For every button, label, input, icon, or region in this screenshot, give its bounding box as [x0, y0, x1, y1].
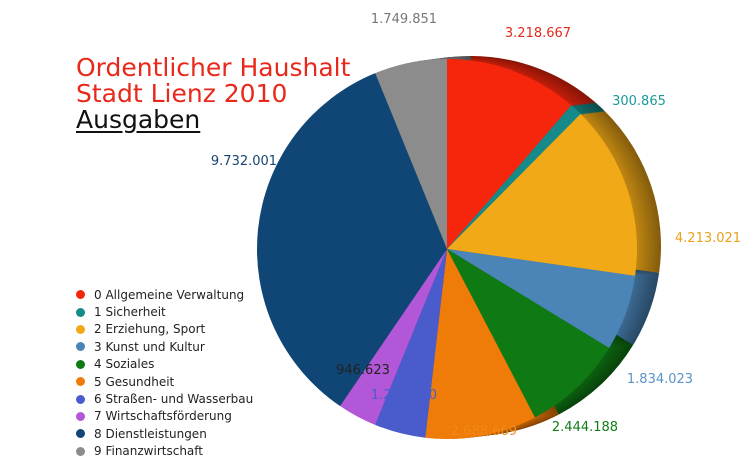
pie-slice-0 [447, 59, 572, 249]
legend-label-1: 1 Sicherheit [94, 305, 166, 320]
legend-swatch-3 [76, 342, 85, 352]
legend-item-7: 7 Wirtschaftsförderung [76, 408, 253, 425]
pie-slice-8 [257, 73, 447, 407]
legend-label-8: 8 Dienstleistungen [94, 426, 207, 441]
chart-title-line-1: Ordentlicher Haushalt [76, 53, 351, 82]
legend-label-6: 6 Straßen- und Wasserbau [94, 392, 254, 407]
pie-slice-2 [447, 113, 638, 276]
slice-value-label-3: 1.834.023 [627, 372, 693, 387]
slice-value-label-6: 1.236.450 [371, 388, 437, 403]
legend-label-3: 3 Kunst und Kultur [94, 339, 205, 354]
legend-swatch-1 [76, 307, 85, 317]
legend-swatch-8 [76, 429, 85, 439]
legend-label-4: 4 Soziales [94, 357, 155, 372]
legend-swatch-4 [76, 359, 85, 369]
legend-label-2: 2 Erziehung, Sport [94, 322, 206, 337]
legend-item-9: 9 Finanzwirtschaft [76, 443, 253, 460]
chart-subtitle: Ausgaben [76, 105, 201, 134]
pie-slice-5 [425, 249, 535, 439]
slice-value-label-2: 4.213.021 [675, 231, 741, 246]
legend-item-4: 4 Soziales [76, 356, 253, 373]
legend-label-9: 9 Finanzwirtschaft [94, 444, 203, 459]
slice-value-label-1: 300.865 [612, 94, 666, 109]
legend-item-0: 0 Allgemeine Verwaltung [76, 286, 253, 303]
legend-label-7: 7 Wirtschaftsförderung [94, 409, 232, 424]
chart-legend: 0 Allgemeine Verwaltung 1 Sicherheit 2 Erz… [76, 286, 253, 460]
legend-swatch-6 [76, 394, 85, 404]
legend-item-2: 2 Erziehung, Sport [76, 321, 253, 338]
chart-title-line-2: Stadt Lienz 2010 [76, 79, 288, 108]
pie-slice-4 [447, 249, 610, 418]
legend-item-1: 1 Sicherheit [76, 303, 253, 320]
slice-value-label-4: 2.444.188 [552, 420, 618, 435]
legend-swatch-5 [76, 377, 85, 387]
legend-item-5: 5 Gesundheit [76, 373, 253, 390]
slice-value-label-8: 9.732.001 [211, 154, 277, 169]
slice-value-label-0: 3.218.667 [505, 26, 571, 41]
slice-value-label-9: 1.749.851 [371, 12, 437, 27]
pie-slice-6 [375, 249, 447, 438]
legend-label-0: 0 Allgemeine Verwaltung [94, 287, 245, 302]
pie-slice-9 [375, 59, 447, 249]
slice-value-label-7: 946.623 [336, 363, 390, 378]
pie-slice-1 [447, 105, 581, 249]
legend-swatch-0 [76, 290, 85, 300]
legend-swatch-2 [76, 324, 85, 334]
legend-label-5: 5 Gesundheit [94, 374, 175, 389]
pie-slice-3 [447, 249, 636, 349]
legend-item-6: 6 Straßen- und Wasserbau [76, 390, 253, 407]
legend-item-8: 8 Dienstleistungen [76, 425, 253, 442]
slice-value-label-5: 2.688.669 [451, 424, 517, 439]
pie-slice-7 [340, 249, 447, 425]
legend-item-3: 3 Kunst und Kultur [76, 338, 253, 355]
legend-swatch-9 [76, 446, 85, 456]
legend-swatch-7 [76, 411, 85, 421]
